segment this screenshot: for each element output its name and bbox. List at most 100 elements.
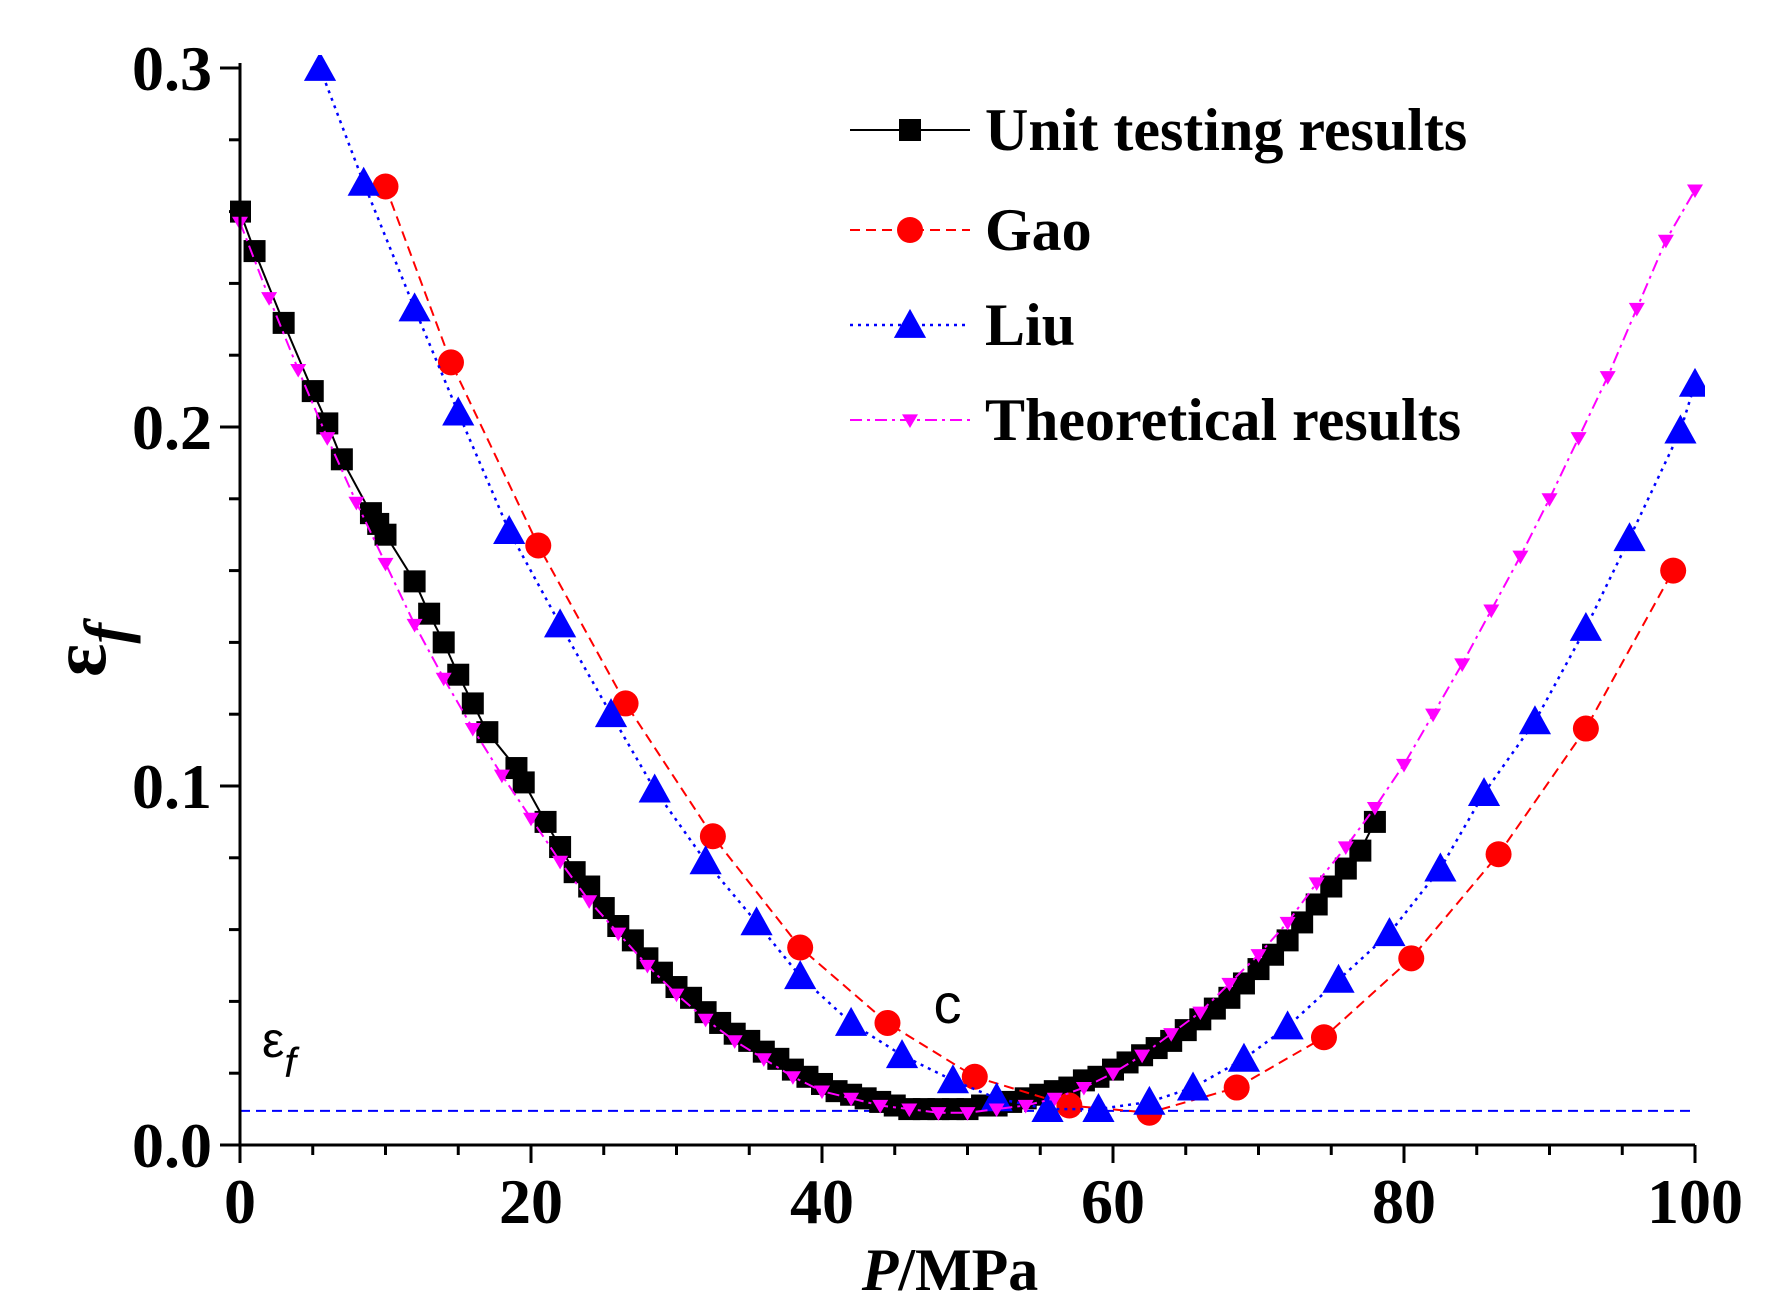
- data-point: [1373, 917, 1406, 947]
- data-point: [493, 769, 510, 784]
- svg-text:εf: εf: [35, 618, 141, 677]
- data-point: [461, 692, 484, 715]
- data-point: [814, 1085, 830, 1100]
- data-point: [784, 1071, 801, 1085]
- data-point: [1366, 801, 1383, 816]
- data-point: [621, 929, 644, 952]
- data-point: [316, 412, 339, 435]
- data-point: [493, 515, 526, 544]
- x-axis-title: P/MPa: [861, 1237, 1039, 1303]
- data-point: [1613, 522, 1646, 552]
- data-point: [1082, 1093, 1115, 1122]
- threshold-label-symbol: ε: [262, 1012, 284, 1068]
- data-point: [959, 1107, 976, 1121]
- data-point: [1134, 1049, 1151, 1064]
- data-point: [1657, 234, 1674, 249]
- y-axis-title-symbol: ε: [35, 644, 122, 677]
- data-point: [784, 960, 817, 990]
- data-point: [523, 812, 539, 827]
- data-point: [988, 1103, 1005, 1118]
- series-line: [384, 186, 1675, 1114]
- data-point: [406, 618, 423, 633]
- data-point: [755, 1053, 772, 1067]
- data-point: [1046, 1092, 1063, 1107]
- axes-layer: 0 20 40 60 80 100 0.0 0.1 0.2 0.3: [132, 33, 1743, 1237]
- data-point: [1485, 841, 1512, 868]
- data-point: [1518, 705, 1552, 735]
- data-point: [348, 496, 365, 511]
- data-point: [1227, 1042, 1261, 1072]
- series-liu: [303, 55, 1705, 1122]
- x-tick-label: 0: [224, 1166, 256, 1237]
- x-axis-title-unit: /MPa: [897, 1237, 1038, 1303]
- legend-label: Gao: [985, 197, 1092, 263]
- data-point: [447, 663, 470, 686]
- data-point: [1396, 758, 1412, 773]
- data-point: [1628, 302, 1645, 317]
- data-point: [464, 722, 481, 737]
- data-point: [578, 875, 601, 898]
- data-point: [638, 773, 671, 803]
- y-axis-title-subscript: f: [73, 618, 141, 644]
- data-point: [372, 173, 399, 200]
- legend-marker: [899, 119, 921, 141]
- data-point: [1105, 1067, 1121, 1082]
- series-line: [239, 189, 1696, 1114]
- data-point: [435, 672, 452, 687]
- data-point: [1223, 1074, 1250, 1101]
- data-point: [290, 363, 307, 378]
- data-point: [980, 1082, 1013, 1112]
- data-point: [1349, 839, 1372, 862]
- legend-label: Unit testing results: [985, 97, 1467, 163]
- data-point: [1291, 911, 1314, 934]
- data-point: [303, 55, 337, 81]
- data-point: [843, 1092, 860, 1107]
- x-axis-title-var: P: [861, 1237, 900, 1303]
- series-layer: [230, 55, 1705, 1126]
- data-point: [581, 895, 598, 909]
- legend-entry: Liu: [850, 292, 1075, 358]
- data-point: [1305, 893, 1328, 916]
- legend-marker: [897, 217, 923, 243]
- data-point: [377, 557, 394, 572]
- data-point: [1570, 432, 1587, 446]
- data-point: [525, 532, 552, 559]
- legend-marker: [902, 414, 918, 428]
- x-tick-label: 80: [1372, 1166, 1436, 1237]
- legend-label: Theoretical results: [985, 387, 1461, 453]
- data-point: [1425, 708, 1442, 723]
- data-point: [272, 311, 295, 334]
- x-tick-label: 60: [1081, 1166, 1145, 1237]
- threshold-label-subscript: f: [284, 1039, 300, 1086]
- data-point: [1310, 1024, 1337, 1051]
- data-point: [1056, 1092, 1083, 1119]
- data-point: [534, 810, 557, 833]
- data-point: [872, 1099, 889, 1114]
- data-point: [301, 380, 324, 403]
- legend-marker: [893, 308, 927, 338]
- point-label-c: c: [934, 972, 962, 1035]
- data-point: [1017, 1099, 1034, 1114]
- data-point: [885, 1039, 919, 1069]
- data-point: [689, 845, 722, 875]
- series-unit-testing-results: [230, 200, 1386, 1121]
- data-point: [1192, 1006, 1209, 1021]
- data-point: [442, 396, 475, 426]
- data-point: [1398, 945, 1425, 972]
- data-point: [476, 721, 499, 744]
- data-point: [1276, 929, 1299, 952]
- data-point: [1271, 1010, 1304, 1040]
- data-point: [930, 1107, 947, 1121]
- data-point: [1163, 1028, 1180, 1042]
- data-point: [1334, 857, 1357, 880]
- data-point: [1320, 875, 1343, 898]
- data-point: [347, 166, 380, 196]
- data-point: [1279, 916, 1296, 931]
- data-point: [1424, 852, 1457, 882]
- y-tick-label: 0.2: [132, 392, 212, 463]
- data-point: [1599, 371, 1616, 385]
- data-point: [1483, 604, 1500, 619]
- data-point: [512, 771, 535, 794]
- data-point: [1687, 184, 1703, 199]
